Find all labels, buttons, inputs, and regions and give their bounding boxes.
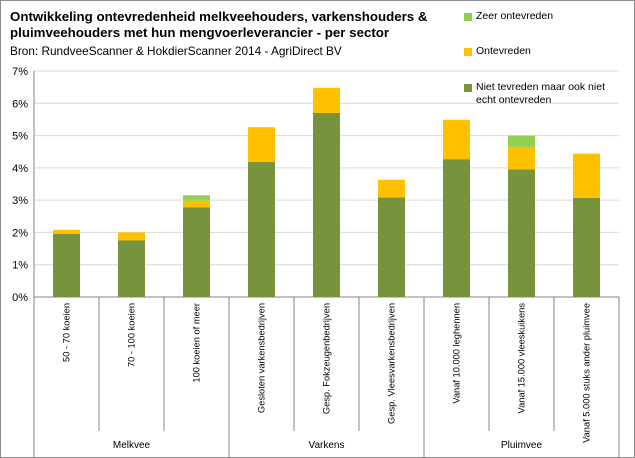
group-label: Pluimvee [501,440,543,451]
bar-segment [508,146,535,170]
bar-segment [248,162,275,297]
bar-segment [183,200,210,208]
y-tick-label: 3% [12,195,28,207]
legend-label: Niet tevreden maar ook niet echt ontevre… [476,81,605,106]
bar-segment [248,127,275,163]
category-label: Gesp. Vleesvarkensbedrijven [387,303,397,424]
y-tick-label: 4% [12,163,28,175]
group-label: Varkens [309,440,345,451]
group-label: Melkvee [113,440,151,451]
bar-segment [53,229,80,235]
bar-segment [573,153,600,198]
category-label: Gesloten varkensbedrijven [257,303,267,413]
bar-segment [183,195,210,201]
y-tick-label: 0% [12,292,28,304]
legend-swatch [464,13,472,21]
bar-segment [443,159,470,297]
bar-segment [378,197,405,297]
y-tick-label: 2% [12,227,28,239]
chart-subtitle: Bron: RundveeScanner & HokdierScanner 20… [10,44,342,58]
bar-segment [313,87,340,113]
bar-segment [118,232,145,241]
bar-segment [508,135,535,147]
legend-swatch [464,48,472,56]
category-label: Vanaf 5.000 stuks ander pluimvee [582,303,592,443]
category-label: 100 koeien of meer [192,303,202,383]
bar-segment [118,240,145,297]
y-tick-label: 5% [12,131,28,143]
category-label: Vanaf 10.000 leghennen [452,303,462,404]
category-label: Gesp. Fokzeugenbedrijven [322,303,332,414]
bar-segment [443,119,470,160]
bar-segment [508,169,535,297]
bar-segment [53,234,80,297]
category-label: 50 - 70 koeien [62,303,72,362]
chart-title: Ontwikkeling ontevredenheid melkveehoude… [10,9,428,40]
legend-swatch [464,84,472,92]
category-label: Vanaf 15.000 vleeskuikens [517,303,527,414]
bar-segment [573,197,600,297]
legend-label: Zeer ontevreden [476,10,554,22]
bar-segment [183,207,210,297]
y-tick-label: 6% [12,98,28,110]
y-tick-label: 1% [12,260,28,272]
category-label: 70 - 100 koeien [127,303,137,367]
bar-segment [313,112,340,297]
legend-label: Ontevreden [476,45,531,57]
y-tick-label: 7% [12,66,28,78]
bar-segment [378,179,405,198]
